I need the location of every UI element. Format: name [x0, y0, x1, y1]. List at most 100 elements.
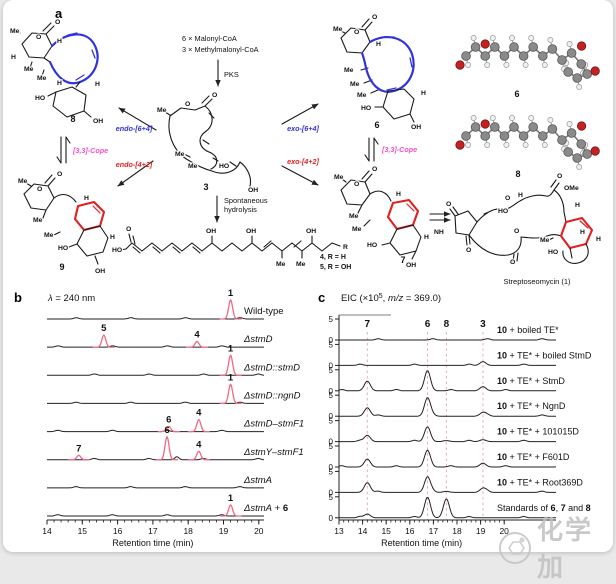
peak-label-7: 7	[76, 443, 81, 454]
cope-right-label: [3,3]-Cope	[381, 145, 417, 154]
oxygen-atom	[576, 41, 587, 51]
marker-label-8: 8	[444, 319, 450, 330]
atom-label: Me	[157, 107, 167, 114]
peak-curve	[219, 354, 242, 376]
compound-number-9: 9	[59, 262, 64, 272]
structure-6: Me O O H Me Me Me HO OH H 6	[332, 13, 427, 132]
hydrogen-atom	[509, 35, 515, 41]
y-tick-label: 0	[329, 361, 334, 370]
atom-label: OH	[246, 228, 256, 235]
atom-label: H	[396, 191, 401, 198]
x-tick-label: 18	[452, 526, 462, 536]
oxygen-atom	[455, 140, 465, 150]
peak-curve	[219, 298, 242, 320]
y-tick-label: 5	[329, 366, 334, 375]
y-tick-label: 5	[329, 315, 334, 324]
trace-line	[339, 361, 556, 366]
x-tick-label: 15	[78, 526, 88, 536]
hydrogen-atom	[566, 121, 573, 127]
y-tick-label: 0	[329, 463, 334, 472]
atom-label: Me	[352, 226, 362, 233]
carbon-atom	[509, 42, 519, 52]
atom-label: OH	[306, 228, 316, 235]
atom-label: OH	[248, 187, 258, 194]
trace-label: 10 + TE* + NgnD	[497, 401, 566, 411]
peak-label-1: 1	[228, 288, 234, 299]
atom-label: OH	[95, 268, 105, 275]
carbon-atom	[518, 131, 529, 141]
exo-4-2-label: exo-[4+2]	[287, 157, 319, 166]
y-tick-label: 0	[329, 412, 334, 421]
biosynthesis-inputs: 6 × Malonyl-CoA 3 × Methylmalonyl-CoA PK…	[182, 34, 259, 87]
atom-label: HO	[35, 95, 45, 102]
atom-label: H	[580, 229, 585, 236]
variant-label-5: 5, R = OH	[320, 264, 351, 271]
trace-line	[47, 486, 264, 489]
carbon-atom	[563, 67, 573, 77]
x-tick-label: 19	[476, 526, 486, 536]
atom-label: O	[212, 92, 217, 99]
peak-curve	[187, 418, 210, 433]
peak-curve	[187, 450, 210, 461]
ball-stick-model-6: 6	[455, 35, 600, 99]
y-tick-label: 0	[329, 488, 334, 497]
atom-label: OMe	[564, 185, 579, 192]
atom-label: Me	[357, 92, 367, 99]
atom-label: O	[354, 29, 359, 36]
x-tick-label: 17	[429, 526, 439, 536]
peak-label-6: 6	[166, 414, 171, 425]
y-tick-label: 5	[329, 467, 334, 476]
trace-label: ΔstmD	[243, 334, 273, 345]
atom-label: O	[36, 34, 41, 41]
exo-6-4-arrow	[281, 103, 319, 125]
x-tick-label: 14	[358, 526, 368, 536]
hydrogen-atom	[522, 142, 529, 148]
trace-line	[339, 426, 556, 443]
hydrogen-atom	[470, 35, 477, 41]
x-tick-label: 19	[219, 526, 229, 536]
trace-line	[47, 456, 265, 461]
equilibrium-arrow-right	[364, 137, 379, 162]
x-tick-label: 16	[113, 526, 123, 536]
carbon-atom	[582, 149, 592, 159]
hydrogen-atom	[465, 142, 471, 148]
x-tick-label: 14	[42, 526, 52, 536]
atom-label: O	[505, 195, 510, 202]
atom-label: O	[557, 173, 562, 180]
carbon-atom	[509, 122, 519, 132]
carbon-atom	[528, 42, 538, 52]
trace-line	[47, 429, 264, 433]
atom-label: H	[518, 192, 523, 199]
oxygen-atom	[590, 146, 600, 156]
hydrogen-atom	[566, 41, 573, 47]
carbon-atom	[470, 122, 481, 132]
atom-label: HO	[548, 249, 558, 256]
carbon-atom	[489, 122, 500, 132]
compound-number-8: 8	[70, 114, 75, 124]
x-tick-label: 20	[499, 526, 509, 536]
panel-a-scheme: 6 × Malonyl-CoA 3 × Methylmalonyl-CoA PK…	[9, 13, 602, 286]
chart-title: λ = 240 nm	[47, 293, 95, 304]
y-tick-label: 5	[329, 391, 334, 400]
trace-line	[339, 397, 556, 417]
endo-4-2-arrow	[117, 160, 154, 187]
trace-label: ΔstmY–stmF1	[243, 447, 304, 458]
variant-label-4: 4, R = H	[320, 254, 346, 261]
marker-label-7: 7	[365, 319, 371, 330]
atom-label: H	[110, 234, 115, 241]
x-tick-label: 17	[148, 526, 158, 536]
cope-left-label: [3,3]-Cope	[72, 146, 108, 155]
trace-line	[47, 345, 264, 348]
trace-label: 10 + TE* + boiled StmD	[497, 350, 592, 360]
model-label-6: 6	[514, 89, 519, 99]
atom-label: Me	[540, 237, 550, 244]
reaction-arrows: endo-[6+4] endo-[4+2] exo-[6+4] exo-[4+2…	[56, 103, 451, 223]
atom-label: O	[446, 201, 451, 208]
oxygen-atom	[590, 66, 600, 76]
streptoseomycin-name: Streptoseomycin (1)	[503, 277, 571, 286]
structure-streptoseomycin: O NH O O HO H O OMe O O Me HO H H H Stre…	[433, 172, 602, 286]
atom-label: Me	[33, 217, 43, 224]
carbon-atom	[576, 139, 586, 149]
ball-stick-model-8: 8	[455, 115, 600, 179]
